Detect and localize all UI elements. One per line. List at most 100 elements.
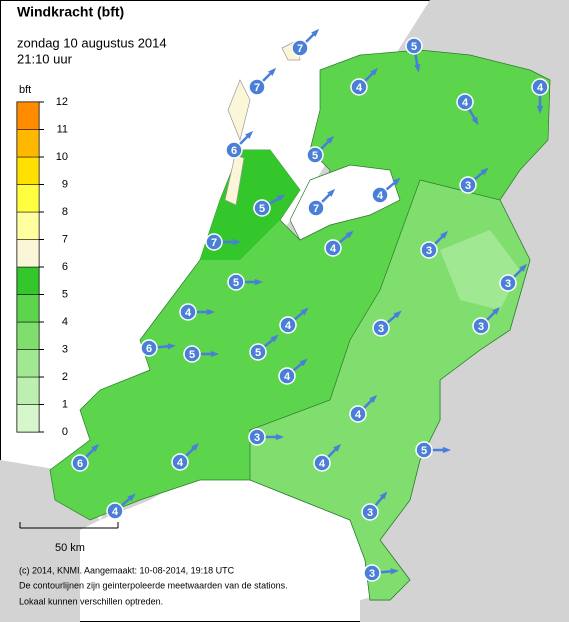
- title: Windkracht (bft): [17, 4, 124, 20]
- station-value: 4: [462, 97, 469, 109]
- station-marker: [405, 37, 423, 55]
- station: 4: [179, 303, 215, 321]
- station-marker: [472, 317, 490, 335]
- station-marker: [361, 503, 379, 521]
- station-value: 7: [211, 237, 217, 249]
- station-value: 6: [146, 343, 152, 355]
- station-value: 4: [537, 82, 544, 94]
- station-value: 4: [356, 82, 363, 94]
- legend-tick-label: 6: [62, 261, 68, 273]
- station: 4: [279, 307, 309, 334]
- legend-swatch: [16, 266, 40, 295]
- station-marker: [420, 241, 438, 259]
- station-marker: [278, 367, 296, 385]
- station-value: 3: [426, 245, 432, 257]
- land-5-6: [200, 150, 300, 260]
- station-value: 4: [330, 243, 337, 255]
- station: 5: [227, 273, 263, 291]
- station: 4: [324, 230, 354, 257]
- station: 3: [363, 564, 399, 582]
- station-marker: [324, 239, 342, 257]
- station-value: 4: [355, 409, 362, 421]
- station: 5: [415, 441, 451, 459]
- wind-arrow-head: [442, 446, 451, 454]
- station-marker: [249, 343, 267, 361]
- wind-arrow-head: [327, 188, 336, 197]
- station: 4: [106, 493, 136, 520]
- wind-arrow-head: [536, 105, 544, 114]
- legend-tick-label: 3: [62, 343, 68, 355]
- legend-tick-label: 4: [62, 316, 68, 328]
- legend-swatch: [16, 349, 40, 378]
- legend-swatch: [16, 294, 40, 323]
- station: 7: [248, 67, 277, 96]
- station-marker: [225, 141, 243, 159]
- legend-tick-label: 2: [62, 371, 68, 383]
- station-value: 5: [255, 347, 261, 359]
- station: 4: [349, 394, 378, 423]
- legend-swatch: [16, 321, 40, 350]
- station-marker: [363, 564, 381, 582]
- station: 5: [253, 194, 286, 217]
- station-value: 7: [254, 82, 260, 94]
- station-value: 5: [259, 203, 265, 215]
- wind-arrow-head: [393, 310, 402, 319]
- wind-arrow-head: [191, 442, 200, 451]
- station: 3: [372, 310, 402, 337]
- wind-arrow-head: [210, 350, 219, 358]
- station-value: 5: [421, 445, 427, 457]
- station: 3: [361, 491, 388, 521]
- station: 4: [371, 177, 401, 204]
- station-marker: [171, 453, 189, 471]
- station-marker: [415, 441, 433, 459]
- station-value: 5: [411, 41, 417, 53]
- wind-arrow-head: [345, 230, 354, 239]
- station: 5: [306, 135, 335, 164]
- station-marker: [313, 454, 331, 472]
- wind-arrow-head: [333, 443, 342, 452]
- station-marker: [248, 428, 266, 446]
- station-marker: [306, 146, 324, 164]
- station-value: 7: [313, 203, 319, 215]
- station: 4: [278, 358, 308, 385]
- legend-swatch: [16, 239, 40, 268]
- footer-line: (c) 2014, KNMI. Aangemaakt: 10-08-2014, …: [19, 565, 235, 575]
- station: 6: [71, 443, 100, 472]
- station-marker: [531, 78, 549, 96]
- legend-tick-label: 11: [57, 123, 68, 135]
- wind-arrow-head: [300, 307, 309, 316]
- wind-arrow-head: [392, 177, 401, 186]
- station-marker: [372, 319, 390, 337]
- legend-swatch: [16, 129, 40, 158]
- wind-arrow-head: [370, 67, 379, 76]
- wind-arrow-head: [369, 394, 378, 403]
- station: 5: [183, 345, 219, 363]
- station: 7: [291, 28, 320, 57]
- station-value: 4: [319, 458, 326, 470]
- wind-arrow-head: [232, 238, 241, 246]
- legend-tick-label: 8: [62, 206, 68, 218]
- wind-arrow-head: [127, 493, 136, 502]
- legend-tick-label: 7: [62, 233, 68, 245]
- legend-tick-label: 5: [62, 288, 68, 300]
- wind-arrow-head: [167, 343, 176, 350]
- legend-tick-label: 1: [62, 398, 68, 410]
- legend-tick-label: 10: [56, 151, 68, 163]
- footer-line: Lokaal kunnen verschillen optreden.: [19, 596, 163, 606]
- station-value: 5: [189, 349, 195, 361]
- station-marker: [459, 176, 477, 194]
- land-2-3: [440, 230, 520, 310]
- ijsselmeer: [289, 164, 401, 241]
- station-marker: [499, 274, 517, 292]
- station-value: 4: [285, 320, 292, 332]
- station-marker: [140, 339, 158, 357]
- scale-label: 50 km: [55, 542, 85, 554]
- station-value: 4: [185, 307, 192, 319]
- station-value: 6: [77, 458, 83, 470]
- station-value: 4: [284, 371, 291, 383]
- station-marker: [205, 233, 223, 251]
- wind-arrow-head: [311, 28, 320, 37]
- station-marker: [253, 199, 271, 217]
- station: 4: [531, 78, 549, 114]
- wind-arrow-head: [492, 306, 501, 315]
